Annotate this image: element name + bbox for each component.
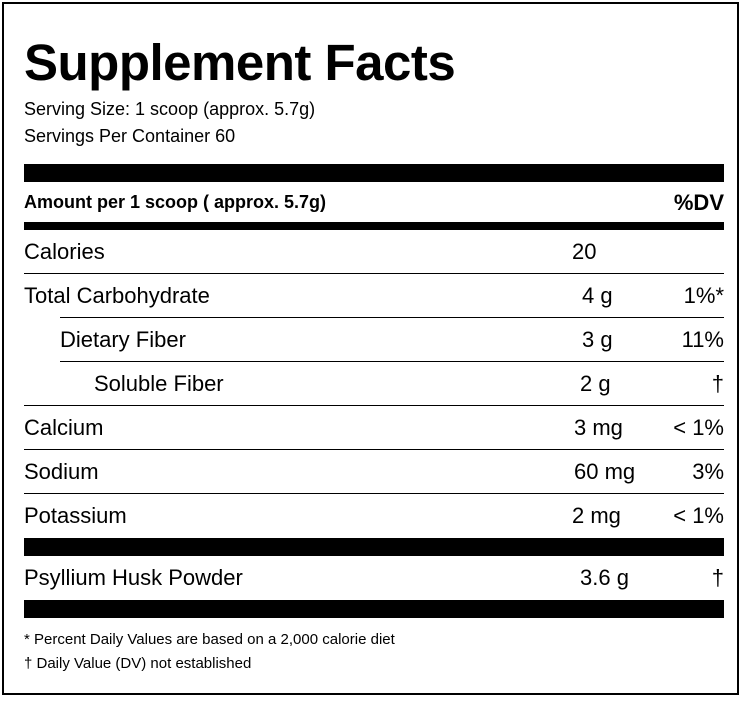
nutrient-amount: 4 g bbox=[582, 283, 613, 308]
nutrient-amount: 60 mg bbox=[574, 459, 636, 484]
nutrient-dv: 1%* bbox=[683, 283, 724, 308]
ingredient-row-psyllium-husk-powder: Psyllium Husk Powder 3.6 g † bbox=[24, 556, 724, 600]
nutrient-row-calories: Calories 20 bbox=[24, 230, 724, 274]
row-divider bbox=[60, 361, 724, 362]
amount-header-row: Amount per 1 scoop ( approx. 5.7g) %DV bbox=[24, 184, 724, 220]
nutrient-row-potassium: Potassium 2 mg < 1% bbox=[24, 494, 724, 538]
ingredient-dv: † bbox=[711, 565, 724, 590]
nutrient-dv: < 1% bbox=[673, 503, 724, 528]
row-divider bbox=[24, 273, 724, 274]
nutrient-amount: 2 g bbox=[580, 371, 611, 396]
nutrient-name: Total Carbohydrate bbox=[24, 283, 210, 308]
row-divider bbox=[24, 449, 724, 450]
thick-divider-top bbox=[24, 164, 724, 182]
nutrient-amount: 20 bbox=[572, 239, 597, 264]
nutrient-amount: 3 mg bbox=[574, 415, 623, 440]
nutrient-name: Sodium bbox=[24, 459, 99, 484]
serving-size: Serving Size: 1 scoop (approx. 5.7g) bbox=[24, 99, 316, 119]
supplement-facts-panel: Supplement Facts Serving Size: 1 scoop (… bbox=[2, 2, 739, 695]
nutrient-name: Potassium bbox=[24, 503, 127, 528]
panel-title: Supplement Facts bbox=[24, 34, 456, 91]
medium-divider bbox=[24, 222, 724, 230]
nutrient-amount: 3 g bbox=[582, 327, 613, 352]
nutrient-name: Calcium bbox=[24, 415, 104, 440]
nutrient-name: Soluble Fiber bbox=[94, 371, 224, 396]
nutrient-dv: < 1% bbox=[673, 415, 724, 440]
row-divider bbox=[60, 317, 724, 318]
nutrient-amount: 2 mg bbox=[572, 503, 621, 528]
nutrient-row-total-carbohydrate: Total Carbohydrate 4 g 1%* bbox=[24, 274, 724, 318]
nutrient-dv: † bbox=[711, 371, 724, 396]
amount-per-serving-label: Amount per 1 scoop ( approx. 5.7g) bbox=[24, 192, 327, 212]
nutrient-name: Calories bbox=[24, 239, 105, 264]
row-divider bbox=[24, 493, 724, 494]
nutrient-row-soluble-fiber: Soluble Fiber 2 g † bbox=[24, 362, 724, 406]
daily-value-header: %DV bbox=[673, 190, 724, 215]
row-divider bbox=[24, 405, 724, 406]
footnote-dv-not-established: † Daily Value (DV) not established bbox=[24, 655, 252, 672]
nutrient-row-calcium: Calcium 3 mg < 1% bbox=[24, 406, 724, 450]
nutrient-name: Dietary Fiber bbox=[60, 327, 186, 352]
thick-divider-middle bbox=[24, 538, 724, 556]
nutrient-dv: 11% bbox=[681, 327, 724, 352]
ingredient-amount: 3.6 g bbox=[580, 565, 629, 590]
ingredient-name: Psyllium Husk Powder bbox=[24, 565, 243, 590]
nutrient-row-sodium: Sodium 60 mg 3% bbox=[24, 450, 724, 494]
thick-divider-bottom bbox=[24, 600, 724, 618]
servings-per-container: Servings Per Container 60 bbox=[24, 126, 236, 146]
nutrient-row-dietary-fiber: Dietary Fiber 3 g 11% bbox=[24, 318, 724, 362]
nutrient-dv: 3% bbox=[692, 459, 724, 484]
footnote-percent-daily-value: * Percent Daily Values are based on a 2,… bbox=[24, 631, 395, 648]
